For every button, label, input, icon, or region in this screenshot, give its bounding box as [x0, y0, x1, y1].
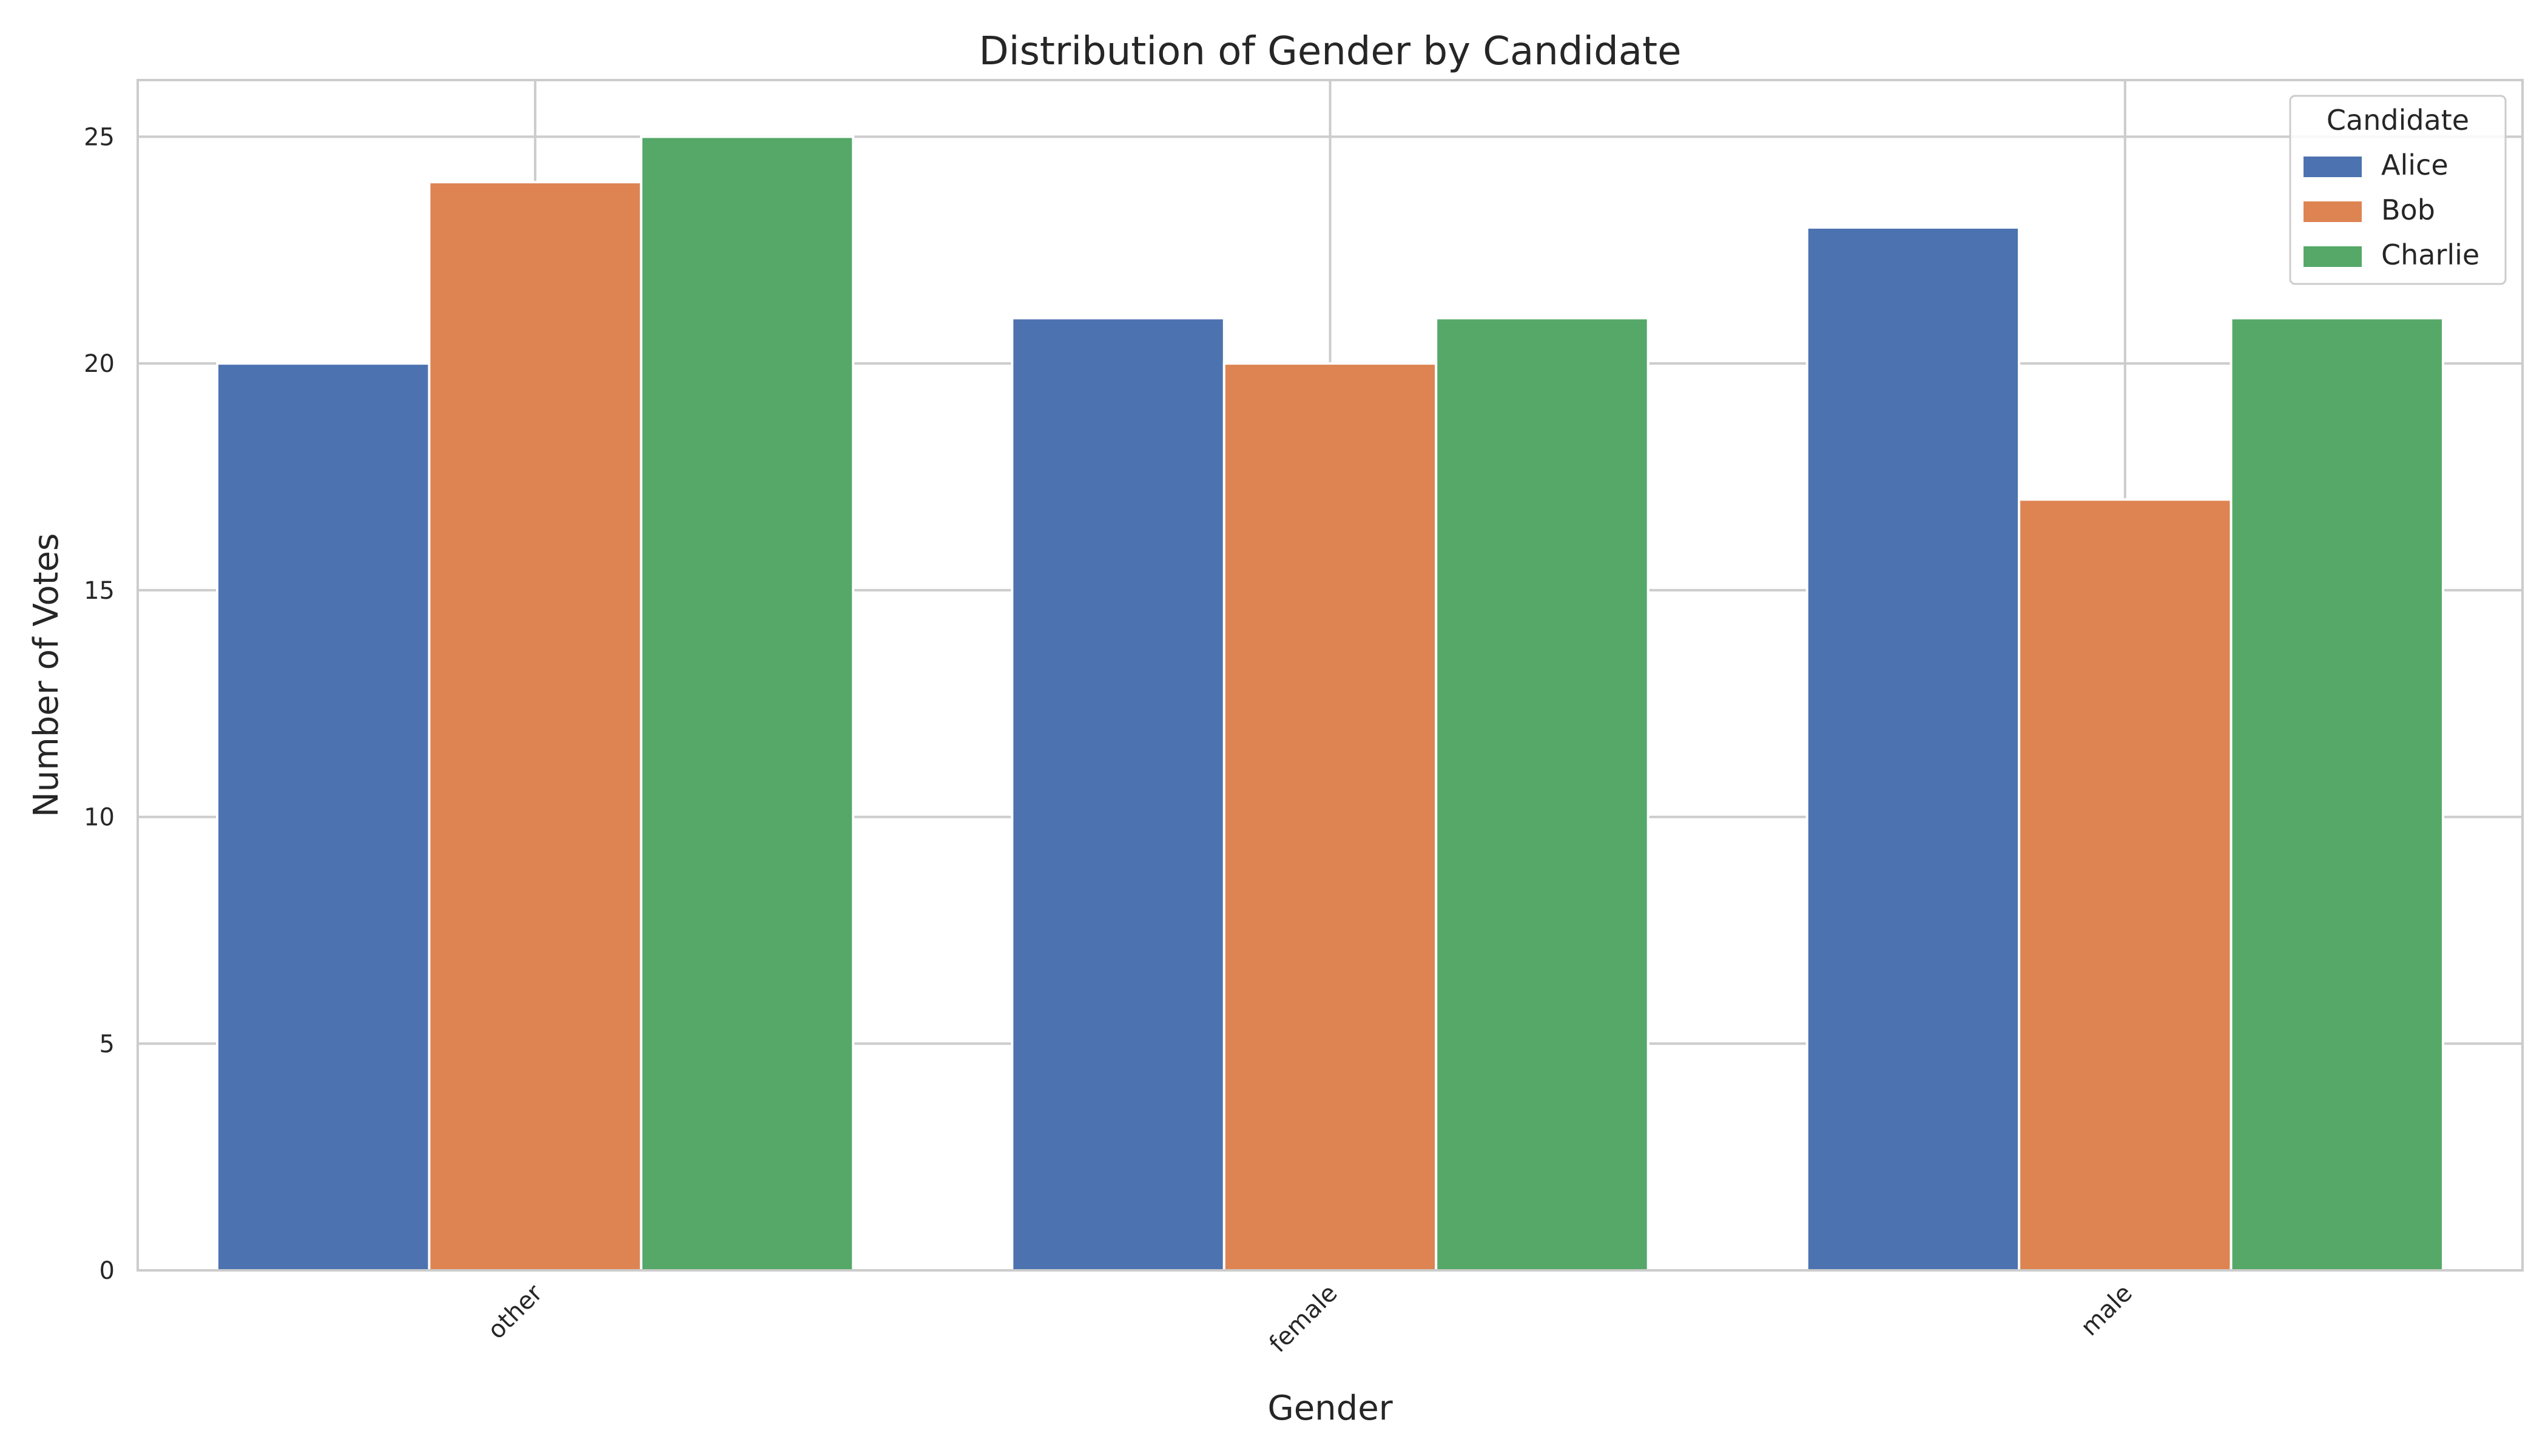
legend-label-alice: Alice: [2381, 149, 2449, 181]
x-tick-label: female: [1264, 1279, 1343, 1358]
plot-frame: [136, 79, 2524, 1272]
x-axis-label: Gender: [1267, 1389, 1393, 1428]
chart-title: Distribution of Gender by Candidate: [979, 29, 1682, 74]
bar-alice-female: [1011, 317, 1225, 1272]
y-tick-label: 25: [84, 123, 115, 151]
bar-charlie-female: [1435, 317, 1650, 1272]
y-tick-labels: 0 5 10 15 20 25: [84, 123, 115, 1285]
legend-box: [2289, 95, 2507, 285]
legend-swatch-charlie: [2304, 246, 2362, 267]
bar-bob-female: [1222, 362, 1438, 1272]
legend-items: Alice Bob Charlie: [2304, 149, 2479, 271]
bars-layer: [216, 135, 2444, 1272]
legend-title: Candidate: [2327, 104, 2469, 136]
bar-bob-male: [2018, 498, 2233, 1272]
x-tick-label: other: [482, 1279, 548, 1344]
legend-label-charlie: Charlie: [2381, 238, 2479, 271]
bar-alice-other: [216, 362, 431, 1272]
legend-swatch-alice: [2304, 157, 2362, 177]
y-tick-label: 15: [84, 577, 115, 605]
bar-charlie-male: [2230, 317, 2444, 1272]
bar-bob-other: [428, 181, 642, 1272]
bar-charlie-other: [639, 135, 855, 1272]
legend: Candidate Alice Bob Charlie: [2289, 95, 2507, 285]
x-tick-labels: other female male: [482, 1279, 2138, 1358]
y-tick-label: 5: [99, 1030, 115, 1058]
y-tick-label: 0: [99, 1257, 115, 1285]
y-axis-label: Number of Votes: [27, 533, 66, 817]
x-tick-label: male: [2075, 1279, 2138, 1342]
legend-swatch-bob: [2304, 201, 2362, 222]
legend-label-bob: Bob: [2381, 194, 2435, 226]
bar-alice-male: [1805, 226, 2021, 1272]
y-tick-label: 20: [84, 350, 115, 378]
y-tick-label: 10: [84, 804, 115, 832]
